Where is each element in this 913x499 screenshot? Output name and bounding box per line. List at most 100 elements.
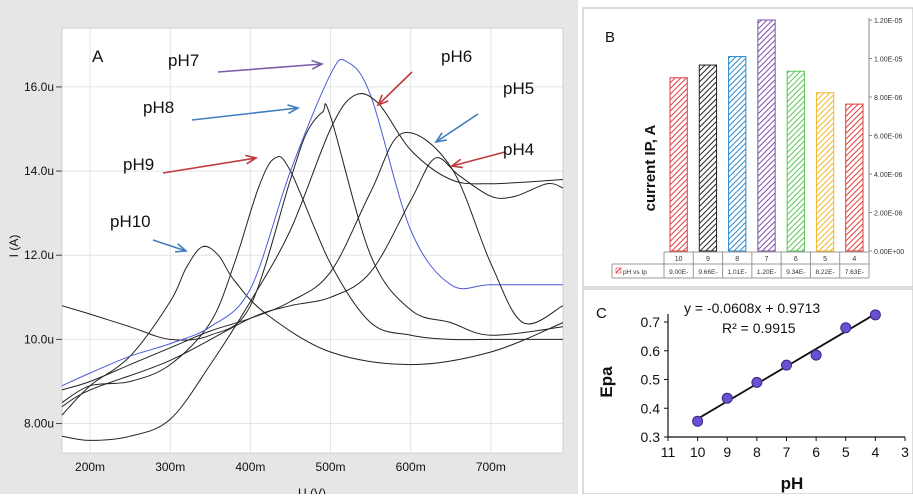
panel-a-annotation: pH7 <box>168 51 199 70</box>
panel-c-x-tick-label: 6 <box>812 444 820 460</box>
panel-c-axes: 0.3 0.4 0.5 0.6 0.7 11 10 9 8 7 6 5 4 3 <box>641 314 909 460</box>
panel-c-y-tick-label: 0.3 <box>641 429 661 445</box>
panel-a-arrow-head <box>450 158 464 169</box>
panel-c-x-tick-label: 11 <box>661 444 676 460</box>
panel-b-chart: 0.00E+00 2.00E-06 4.00E-06 6.00E-06 8.00E-06… <box>582 7 913 288</box>
panel-c-y-tick-label: 0.5 <box>641 372 661 388</box>
panel-a-y-tick-label: 8.00u <box>24 417 54 431</box>
panel-c-point-ph-6 <box>810 349 822 361</box>
bar-ph-5 <box>815 92 835 252</box>
table-category: 8 <box>735 256 739 263</box>
table-value: 8.22E- <box>815 269 834 276</box>
series-line-ph8 <box>61 103 564 341</box>
table-row-label: pH vs Ip <box>623 269 647 276</box>
panel-b-y-tick-label: 1.00E-05 <box>874 57 903 64</box>
table-category: 7 <box>765 256 769 263</box>
table-category: 5 <box>823 256 827 263</box>
panel-a-annotation: pH10 <box>110 212 151 231</box>
panel-a-arrow-head <box>174 243 188 253</box>
panel-b-y-tick-label: 6.00E-06 <box>874 134 903 141</box>
panel-c-x-tick-label: 8 <box>753 444 761 460</box>
panel-c-chart: 0.3 0.4 0.5 0.6 0.7 11 10 9 8 7 6 5 4 3 C y = -0.0608… <box>582 288 913 495</box>
series-line-ph6 <box>61 93 564 441</box>
panel-b-y-tick-label: 2.00E-06 <box>874 211 903 218</box>
panel-a-annotation: pH5 <box>503 79 534 98</box>
table-value: 1.01E- <box>728 269 747 276</box>
panel-a-x-axis-title: U (V) <box>298 486 326 494</box>
panel-b-y-tick-label: 1.20E-05 <box>874 18 903 25</box>
panel-c-x-axis-title: pH <box>781 474 804 493</box>
panel-b-y-axis: 0.00E+00 2.00E-06 4.00E-06 6.00E-06 8.00E-06… <box>868 18 904 256</box>
panel-c-x-tick-label: 10 <box>690 444 706 460</box>
panel-a-arrows <box>152 59 506 253</box>
panel-c-y-tick-label: 0.4 <box>641 400 661 416</box>
panel-c-points <box>692 309 881 427</box>
panel-a-arrow <box>217 63 323 73</box>
panel-c-y-tick-label: 0.7 <box>641 314 661 330</box>
series-line-ph10 <box>61 245 564 416</box>
series-line-ph4 <box>61 157 564 408</box>
table-legend-swatch <box>615 267 622 274</box>
panel-c-equation: y = -0.0608x + 0.9713 <box>684 300 820 316</box>
table-value: 7.63E- <box>845 269 864 276</box>
panel-a-y-tick-label: 10.0u <box>24 332 54 346</box>
series-line-ph7 <box>61 58 563 387</box>
panel-c-point-ph-10 <box>692 415 704 427</box>
panel-a-arrow <box>377 71 413 106</box>
panel-c-x-tick-label: 9 <box>723 444 731 460</box>
panel-c-point-ph-5 <box>840 322 852 334</box>
panel-a-y-tick-label: 14.0u <box>24 164 54 178</box>
panel-b-data-table: pH vs Ip 10 9.00E- 9 9.66E- 8 1.01E- 7 1.20E- 6 9.… <box>611 251 870 279</box>
panel-a-arrow-head <box>434 132 447 144</box>
panel-a-y-axis-title: I (A) <box>7 235 21 258</box>
panel-c-x-tick-label: 7 <box>783 444 791 460</box>
series-line-ph5 <box>61 132 564 391</box>
panel-a-x-tick-label: 600m <box>396 460 426 474</box>
panel-a-annotation: pH8 <box>143 98 174 117</box>
table-value: 1.20E- <box>757 269 776 276</box>
panel-b-y-axis-title: current IP, A <box>642 124 659 211</box>
table-category: 4 <box>852 256 856 263</box>
panel-a-x-tick-label: 500m <box>316 460 346 474</box>
panel-a-arrow <box>191 107 299 121</box>
panel-a-annotations: pH7 pH6 pH5 pH8 pH9 pH4 pH10 <box>110 47 534 231</box>
panel-a-y-tick-label: 16.0u <box>24 80 54 94</box>
panel-a-arrow-head <box>311 59 325 70</box>
bar-ph-10 <box>669 77 688 252</box>
series-line-ph9 <box>61 156 563 403</box>
bar-ph-8 <box>728 56 747 252</box>
panel-c-point-ph-7 <box>781 359 792 371</box>
panel-a-x-tick-label: 300m <box>155 460 185 474</box>
panel-a-annotation: pH6 <box>441 47 472 66</box>
panel-a-arrow-head <box>245 154 259 165</box>
panel-b-y-tick-label: 0.00E+00 <box>874 249 904 256</box>
panel-c-x-tick-label: 3 <box>901 444 909 460</box>
panel-a-arrow-head <box>376 94 389 107</box>
panel-b-bars <box>669 19 864 252</box>
panel-c-point-ph-8 <box>751 376 763 388</box>
bar-ph-4 <box>845 103 864 252</box>
panel-a-arrow <box>162 157 257 174</box>
bar-ph-7 <box>757 19 776 252</box>
panel-a-arrow <box>451 151 506 167</box>
panel-c-x-tick-label: 5 <box>842 444 850 460</box>
panel-a-grid <box>56 28 563 453</box>
panel-b-y-tick-label: 8.00E-06 <box>874 95 903 102</box>
panel-a-plot-area <box>61 27 564 454</box>
panel-a-arrow <box>152 239 187 252</box>
panel-a-x-ticks: 200m 300m 400m 500m 600m 700m <box>75 460 506 474</box>
panel-c-r-squared: R² = 0.9915 <box>722 320 796 336</box>
panel-a-series <box>61 58 564 441</box>
panel-a-y-tick-label: 12.0u <box>24 248 54 262</box>
panel-b-label: B <box>605 29 615 46</box>
panel-c-y-axis-title: Epa <box>597 366 616 398</box>
panel-a-chart: pH7 pH6 pH5 pH8 pH9 pH4 pH10 8.00u 10.0u 12.0u 14… <box>0 0 578 499</box>
panel-a-x-tick-label: 700m <box>476 460 506 474</box>
panel-c-point-ph-4 <box>869 309 881 321</box>
panel-a-annotation: pH4 <box>503 140 534 159</box>
panel-a-arrow <box>435 113 479 143</box>
table-value: 9.00E- <box>669 269 688 276</box>
panel-c-point-ph-9 <box>721 392 733 404</box>
table-value: 9.66E- <box>698 269 717 276</box>
